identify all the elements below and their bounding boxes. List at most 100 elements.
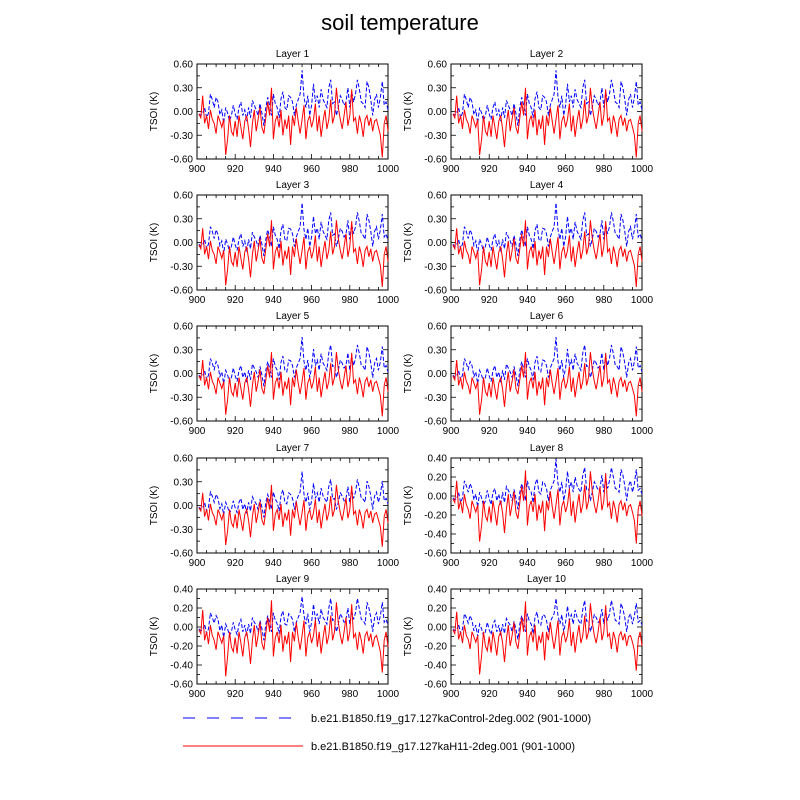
x-tick-label: 1000 bbox=[631, 426, 654, 437]
panel-10: Layer 10 900 920 940 960 980 1000 0.40 0.20 0.00 -… bbox=[403, 574, 654, 700]
y-axis-label: TSOI (K) bbox=[149, 223, 160, 262]
control-series-line bbox=[198, 596, 389, 641]
panel-1: Layer 1 900 920 940 960 980 1000 0.60 0.30 0.00 -0… bbox=[149, 49, 400, 175]
h11-series-line bbox=[452, 352, 643, 417]
x-tick-label: 1000 bbox=[631, 689, 654, 700]
panel-title: Layer 10 bbox=[527, 574, 566, 585]
control-series-line bbox=[198, 70, 389, 126]
y-tick-label: 0.00 bbox=[174, 107, 194, 118]
control-series-line bbox=[452, 202, 643, 257]
y-tick-label: -0.40 bbox=[424, 530, 447, 541]
y-tick-label: 0.30 bbox=[428, 214, 448, 225]
panel-4: Layer 4 900 920 940 960 980 1000 0.60 0.30 0.00 -0… bbox=[403, 180, 654, 306]
y-tick-label: 0.20 bbox=[428, 604, 448, 615]
x-tick-label: 980 bbox=[341, 295, 358, 306]
y-axis-label: TSOI (K) bbox=[403, 223, 414, 262]
y-tick-label: 0.30 bbox=[174, 345, 194, 356]
panel-title: Layer 6 bbox=[530, 311, 564, 322]
x-tick-label: 980 bbox=[595, 295, 612, 306]
plot-frame bbox=[450, 325, 643, 422]
panel-2: Layer 2 900 920 940 960 980 1000 0.60 0.30 0.00 -0… bbox=[403, 49, 654, 175]
y-tick-label: 0.20 bbox=[428, 473, 448, 484]
x-tick-label: 920 bbox=[227, 295, 244, 306]
x-tick-label: 900 bbox=[189, 164, 206, 175]
x-tick-label: 980 bbox=[341, 689, 358, 700]
x-tick-label: 900 bbox=[189, 558, 206, 569]
x-tick-label: 920 bbox=[481, 558, 498, 569]
h11-series-line bbox=[452, 470, 643, 544]
x-tick-label: 1000 bbox=[377, 426, 400, 437]
x-tick-label: 1000 bbox=[377, 689, 400, 700]
y-tick-label: 0.40 bbox=[428, 454, 448, 465]
x-tick-label: 960 bbox=[303, 558, 320, 569]
x-tick-label: 940 bbox=[519, 164, 536, 175]
h11-series-line bbox=[198, 352, 389, 417]
y-tick-label: 0.60 bbox=[174, 454, 194, 465]
x-tick-label: 940 bbox=[265, 426, 282, 437]
x-tick-label: 960 bbox=[303, 164, 320, 175]
h11-series-line bbox=[198, 600, 389, 677]
x-tick-label: 980 bbox=[341, 558, 358, 569]
y-tick-label: -0.60 bbox=[170, 155, 193, 166]
x-tick-label: 900 bbox=[189, 426, 206, 437]
x-tick-label: 940 bbox=[519, 689, 536, 700]
y-tick-label: -0.60 bbox=[424, 286, 447, 297]
y-tick-label: -0.40 bbox=[424, 661, 447, 672]
y-tick-label: 0.30 bbox=[174, 477, 194, 488]
x-tick-label: 940 bbox=[265, 295, 282, 306]
y-tick-label: -0.60 bbox=[424, 680, 447, 691]
y-tick-label: 0.00 bbox=[174, 369, 194, 380]
y-tick-label: 0.40 bbox=[174, 585, 194, 596]
control-series-line bbox=[198, 202, 389, 257]
x-tick-label: 960 bbox=[303, 689, 320, 700]
y-tick-label: -0.30 bbox=[424, 131, 447, 142]
x-tick-label: 940 bbox=[519, 558, 536, 569]
y-tick-label: 0.00 bbox=[428, 492, 448, 503]
y-tick-label: 0.60 bbox=[174, 191, 194, 202]
h11-series-line bbox=[198, 220, 389, 287]
panel-title: Layer 8 bbox=[530, 443, 564, 454]
y-tick-label: 0.00 bbox=[174, 501, 194, 512]
x-tick-label: 1000 bbox=[377, 164, 400, 175]
panel-title: Layer 5 bbox=[276, 311, 310, 322]
control-series-line bbox=[198, 337, 389, 387]
x-tick-label: 920 bbox=[481, 689, 498, 700]
figure-title: soil temperature bbox=[321, 10, 479, 35]
y-tick-label: -0.30 bbox=[170, 525, 193, 536]
x-tick-label: 980 bbox=[341, 426, 358, 437]
x-tick-label: 920 bbox=[227, 558, 244, 569]
y-tick-label: -0.60 bbox=[424, 417, 447, 428]
control-series-line bbox=[452, 458, 643, 510]
y-tick-label: 0.00 bbox=[428, 623, 448, 634]
x-tick-label: 900 bbox=[443, 426, 460, 437]
x-tick-label: 920 bbox=[481, 426, 498, 437]
panel-5: Layer 5 900 920 940 960 980 1000 0.60 0.30 0.00 -0… bbox=[149, 311, 400, 437]
y-tick-label: 0.60 bbox=[428, 322, 448, 333]
y-tick-label: 0.00 bbox=[174, 238, 194, 249]
y-tick-label: -0.60 bbox=[170, 680, 193, 691]
y-axis-label: TSOI (K) bbox=[149, 617, 160, 656]
y-tick-label: -0.20 bbox=[424, 642, 447, 653]
control-series-line bbox=[198, 471, 389, 518]
h11-series-line bbox=[452, 87, 643, 158]
x-tick-label: 980 bbox=[595, 164, 612, 175]
x-tick-label: 900 bbox=[443, 558, 460, 569]
x-tick-label: 1000 bbox=[631, 558, 654, 569]
y-tick-label: -0.60 bbox=[170, 286, 193, 297]
panel-8: Layer 8 900 920 940 960 980 1000 0.40 0.20 0.00 -0… bbox=[403, 443, 654, 569]
x-tick-label: 900 bbox=[189, 295, 206, 306]
y-axis-label: TSOI (K) bbox=[149, 92, 160, 131]
y-tick-label: 0.00 bbox=[428, 238, 448, 249]
y-tick-label: -0.30 bbox=[424, 262, 447, 273]
x-tick-label: 980 bbox=[595, 558, 612, 569]
control-series-line bbox=[452, 337, 643, 387]
panel-9: Layer 9 900 920 940 960 980 1000 0.40 0.20 0.00 -0… bbox=[149, 574, 400, 700]
panel-6: Layer 6 900 920 940 960 980 1000 0.60 0.30 0.00 -0… bbox=[403, 311, 654, 437]
y-tick-label: 0.00 bbox=[428, 107, 448, 118]
x-tick-label: 1000 bbox=[377, 295, 400, 306]
x-tick-label: 900 bbox=[443, 689, 460, 700]
x-tick-label: 900 bbox=[443, 295, 460, 306]
y-tick-label: -0.20 bbox=[170, 642, 193, 653]
y-tick-label: 0.30 bbox=[428, 345, 448, 356]
